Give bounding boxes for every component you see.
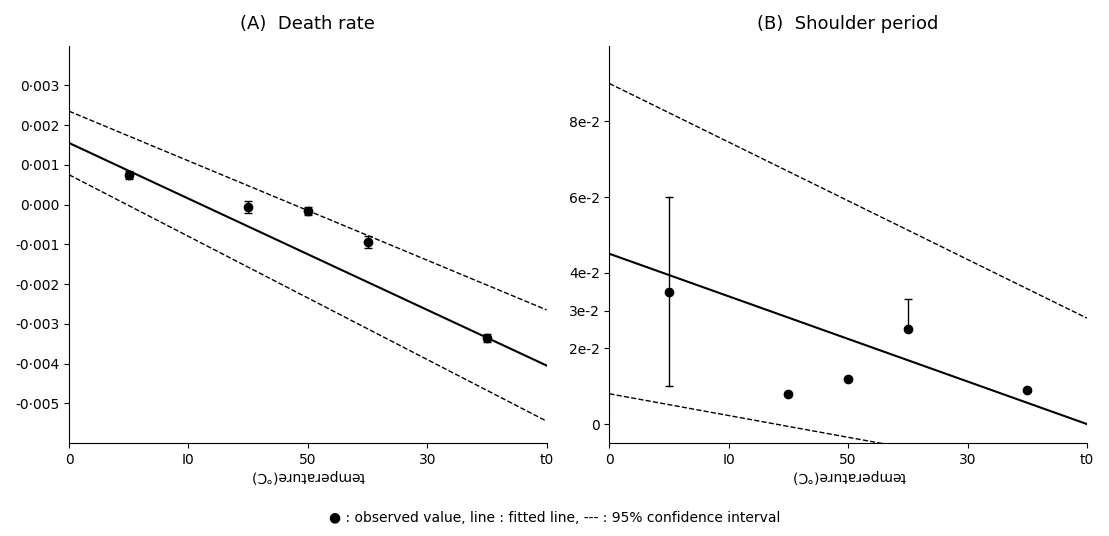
Title: (A)  Death rate: (A) Death rate <box>241 15 375 33</box>
X-axis label: temperature(℃): temperature(℃) <box>251 470 365 483</box>
Title: (B)  Shoulder period: (B) Shoulder period <box>757 15 939 33</box>
X-axis label: temperature(℃): temperature(℃) <box>791 470 905 483</box>
Text: ● : observed value, line : fitted line, --- : 95% confidence interval: ● : observed value, line : fitted line, … <box>328 511 781 525</box>
